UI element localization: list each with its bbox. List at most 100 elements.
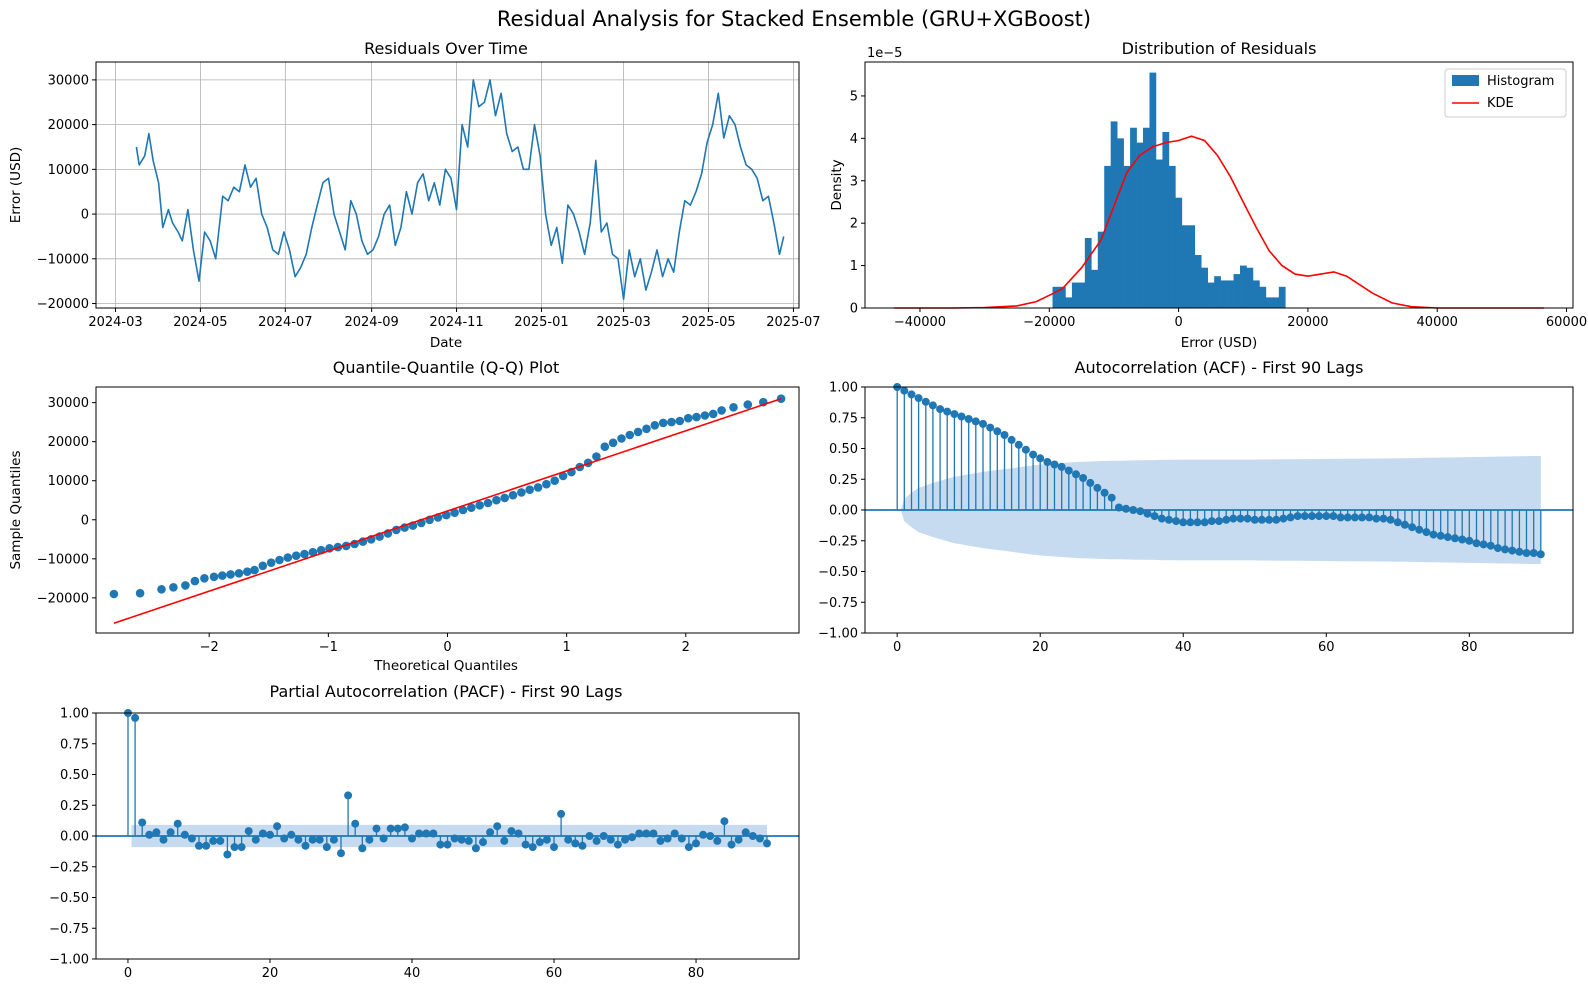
pacf-marker: [329, 835, 338, 844]
pacf-marker: [202, 841, 211, 850]
qq-point: [558, 471, 568, 481]
residuals-title: Residuals Over Time: [364, 39, 528, 58]
acf-marker: [1279, 514, 1288, 523]
acf-xtick-label: 80: [1461, 640, 1478, 655]
acf-marker: [1057, 462, 1066, 471]
histogram-bar: [1143, 127, 1150, 309]
acf-marker: [1150, 512, 1159, 521]
distribution-xtick-label: 20000: [1287, 315, 1328, 330]
pacf-marker: [464, 836, 473, 845]
pacf-marker: [486, 828, 495, 837]
acf-ytick-label: 0.00: [829, 504, 858, 519]
qq-point: [743, 400, 753, 409]
pacf-marker: [145, 830, 154, 839]
qq-ytick-label: −20000: [37, 591, 89, 606]
histogram-bar: [1246, 267, 1254, 308]
distribution-xtick-label: 60000: [1546, 315, 1587, 330]
pacf-ytick-label: 0.50: [60, 768, 89, 783]
qq-frame: [95, 386, 800, 634]
pacf-marker: [621, 835, 629, 844]
histogram-bar: [1071, 282, 1079, 308]
acf-marker: [1465, 536, 1474, 545]
residuals-ytick-label: −10000: [37, 252, 89, 267]
acf-ytick-label: 0.25: [829, 473, 858, 488]
acf-ytick-label: −0.25: [818, 534, 858, 549]
pacf-marker: [592, 836, 601, 845]
acf-frame: [864, 386, 1574, 634]
histogram-bar: [1084, 238, 1092, 308]
pacf-marker: [635, 829, 644, 838]
pacf-marker: [251, 835, 260, 844]
acf-marker: [1200, 518, 1209, 527]
acf-marker: [964, 415, 973, 423]
acf-ytick-label: 1.00: [829, 381, 858, 396]
qq-point: [600, 442, 610, 452]
acf-marker: [1493, 544, 1502, 553]
panel-qq: Quantile-Quantile (Q-Q) Plot −2 −1 0 1 2 −200…: [8, 358, 800, 674]
histogram-bar: [1272, 297, 1280, 308]
residuals-xtick-label: 2025-01: [514, 315, 568, 330]
acf-marker: [1186, 518, 1195, 527]
acf-plot-area: 0 20 40 60 80 −1.00 −0.75 −0.50 −0.25 0.00 0.25 0.5…: [818, 381, 1573, 655]
residuals-xtick-label: 2025-05: [681, 315, 735, 330]
qq-point: [508, 490, 518, 500]
pacf-marker: [287, 830, 296, 839]
histogram-bar: [1130, 127, 1137, 309]
pacf-marker: [457, 835, 466, 844]
pacf-marker: [436, 840, 445, 849]
qq-xtick-label: 2: [682, 640, 690, 655]
pacf-marker: [173, 819, 182, 828]
acf-marker: [1072, 470, 1080, 479]
acf-title: Autocorrelation (ACF) - First 90 Lags: [1075, 358, 1364, 377]
acf-marker: [1136, 507, 1145, 516]
acf-marker: [1014, 440, 1023, 449]
acf-marker: [1379, 514, 1388, 523]
pacf-xtick-label: 40: [404, 966, 421, 981]
qq-point: [157, 585, 166, 594]
pacf-marker: [408, 834, 416, 843]
pacf-marker: [344, 791, 353, 800]
histogram-bar: [1227, 280, 1234, 308]
acf-marker: [993, 427, 1002, 436]
qq-point: [667, 417, 676, 427]
acf-marker: [943, 407, 952, 416]
acf-marker: [921, 397, 930, 406]
pacf-xtick-label: 80: [688, 966, 705, 981]
pacf-marker: [400, 823, 409, 832]
histogram-bar: [1214, 276, 1221, 308]
acf-marker: [1000, 431, 1009, 439]
acf-marker: [936, 405, 945, 414]
qq-point: [729, 403, 738, 412]
pacf-marker: [663, 834, 672, 843]
histogram-bar: [1162, 131, 1170, 308]
qq-point: [234, 569, 244, 578]
histogram-bar: [1181, 225, 1189, 308]
residuals-ytick-label: 0: [81, 208, 89, 223]
qq-point: [109, 589, 119, 599]
qq-point: [533, 483, 543, 492]
acf-marker: [1193, 518, 1202, 527]
pacf-marker: [471, 844, 480, 853]
pacf-marker: [365, 835, 374, 844]
histogram-bar: [1168, 165, 1176, 308]
qq-point: [658, 418, 668, 428]
qq-point: [200, 574, 209, 583]
pacf-marker: [699, 830, 708, 839]
qq-point: [617, 434, 626, 443]
histogram-bar: [1052, 286, 1060, 308]
pacf-marker: [528, 843, 537, 852]
pacf-marker: [273, 822, 282, 831]
qq-point: [592, 452, 601, 461]
qq-ytick-label: 20000: [48, 435, 89, 450]
panel-distribution: Distribution of Residuals −40000 −20000 0 2…: [829, 39, 1587, 351]
pacf-xtick-label: 0: [124, 966, 132, 981]
acf-marker: [1315, 512, 1324, 521]
qq-point: [258, 561, 268, 571]
distribution-ytick-label: 1: [850, 259, 858, 274]
qq-point: [675, 416, 685, 426]
qq-point: [500, 493, 510, 503]
qq-point: [642, 424, 651, 434]
legend-histogram-label: Histogram: [1487, 74, 1554, 89]
pacf-marker: [379, 834, 388, 843]
